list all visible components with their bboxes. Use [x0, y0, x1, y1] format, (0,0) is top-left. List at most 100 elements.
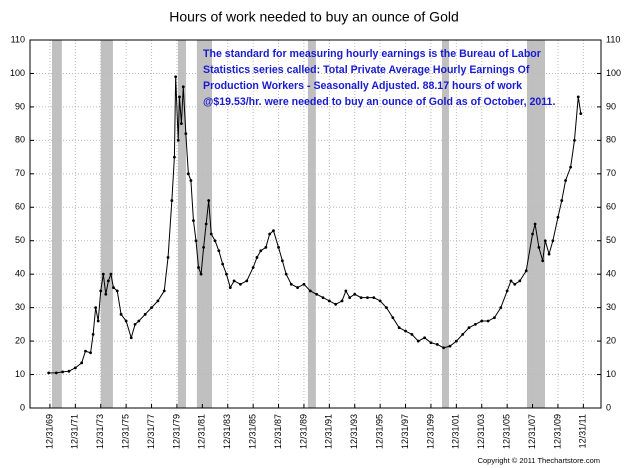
- data-point: [372, 296, 376, 299]
- chart-title: Hours of work needed to buy an ounce of …: [169, 9, 459, 25]
- data-point: [186, 172, 190, 176]
- annotation: Statistics series called: Total Private …: [203, 64, 530, 76]
- data-point: [104, 292, 108, 296]
- copyright: Copyright © 2011 Thechartstore.com: [478, 456, 600, 465]
- data-point: [137, 319, 141, 323]
- data-point: [179, 122, 183, 126]
- data-point: [576, 95, 580, 99]
- data-point: [178, 95, 181, 99]
- annotation: Production Workers - Seasonally Adjusted…: [203, 80, 522, 92]
- data-point: [359, 296, 363, 299]
- data-point: [448, 344, 452, 348]
- data-point: [221, 262, 225, 266]
- data-point: [289, 282, 293, 286]
- data-point: [493, 316, 496, 320]
- data-point: [272, 229, 275, 233]
- data-point: [321, 296, 325, 299]
- y2-tick-label: 10: [606, 369, 616, 379]
- x-tick-label: 12/31/11: [578, 414, 588, 448]
- data-point: [264, 246, 268, 249]
- y2-tick-label: 60: [606, 202, 616, 212]
- data-point: [551, 239, 555, 243]
- data-point: [170, 199, 174, 202]
- data-point: [197, 266, 200, 269]
- data-point: [67, 369, 71, 373]
- y-tick-label: 0: [20, 402, 25, 412]
- x-tick-label: 12/31/09: [552, 414, 562, 449]
- data-point: [486, 319, 490, 323]
- data-point: [268, 232, 272, 236]
- data-point: [518, 279, 522, 283]
- x-tick-label: 12/31/93: [349, 414, 359, 449]
- data-point: [119, 312, 123, 316]
- data-point: [84, 349, 87, 353]
- data-point: [579, 112, 583, 115]
- data-point: [537, 246, 541, 249]
- data-point: [184, 132, 188, 136]
- data-point: [150, 306, 153, 310]
- data-point: [189, 179, 193, 182]
- annotation: The standard for measuring hourly earnin…: [203, 48, 541, 60]
- data-point: [564, 179, 567, 182]
- y-tick-label: 10: [15, 369, 25, 379]
- y2-tick-label: 100: [606, 68, 621, 78]
- y2-tick-label: 20: [606, 335, 616, 345]
- shaded-period: [177, 40, 186, 408]
- x-tick-label: 12/31/99: [425, 414, 435, 449]
- data-point: [251, 266, 255, 269]
- x-tick-label: 12/31/75: [121, 414, 131, 449]
- x-tick-label: 12/31/71: [70, 414, 80, 449]
- data-point: [199, 272, 203, 276]
- y-tick-label: 50: [15, 235, 25, 245]
- x-tick-label: 12/31/83: [222, 414, 232, 449]
- data-point: [531, 232, 534, 236]
- data-point: [467, 326, 471, 330]
- data-point: [547, 252, 551, 256]
- data-point: [404, 329, 407, 333]
- data-point: [543, 239, 547, 243]
- y-tick-label: 20: [15, 335, 25, 345]
- data-point: [124, 319, 128, 323]
- data-point: [280, 259, 284, 263]
- data-point: [560, 199, 564, 202]
- data-point: [461, 333, 465, 336]
- data-point: [217, 249, 221, 253]
- data-point: [133, 322, 137, 326]
- data-point: [541, 259, 545, 263]
- data-point: [115, 289, 119, 293]
- data-point: [255, 256, 259, 259]
- x-tick-label: 12/31/69: [44, 414, 54, 449]
- y-tick-label: 70: [15, 168, 25, 178]
- data-point: [91, 333, 95, 336]
- x-tick-label: 12/31/91: [324, 414, 334, 449]
- x-tick-label: 12/31/03: [476, 414, 486, 449]
- data-point: [296, 286, 299, 289]
- data-point: [174, 75, 178, 79]
- x-tick-label: 12/31/77: [146, 414, 156, 449]
- data-point: [112, 286, 115, 289]
- data-point: [245, 279, 249, 283]
- data-point: [207, 199, 211, 202]
- shaded-period: [307, 40, 316, 408]
- y-tick-label: 80: [15, 135, 25, 145]
- data-point: [61, 370, 65, 374]
- data-point: [181, 85, 185, 89]
- data-point: [166, 256, 170, 259]
- data-point: [533, 222, 537, 226]
- y-tick-label: 100: [10, 68, 25, 78]
- data-point: [410, 333, 414, 336]
- y2-tick-label: 50: [606, 235, 616, 245]
- data-point: [327, 299, 331, 303]
- data-point: [194, 239, 198, 243]
- data-point: [573, 138, 576, 142]
- data-point: [277, 246, 280, 249]
- data-point: [94, 306, 98, 310]
- data-point: [442, 346, 446, 350]
- y-tick-label: 60: [15, 202, 25, 212]
- data-point: [499, 306, 503, 310]
- y2-tick-label: 30: [606, 302, 616, 312]
- data-point: [239, 282, 242, 286]
- annotation: @$19.53/hr. were needed to buy an ounce …: [203, 96, 555, 108]
- data-point: [334, 302, 338, 306]
